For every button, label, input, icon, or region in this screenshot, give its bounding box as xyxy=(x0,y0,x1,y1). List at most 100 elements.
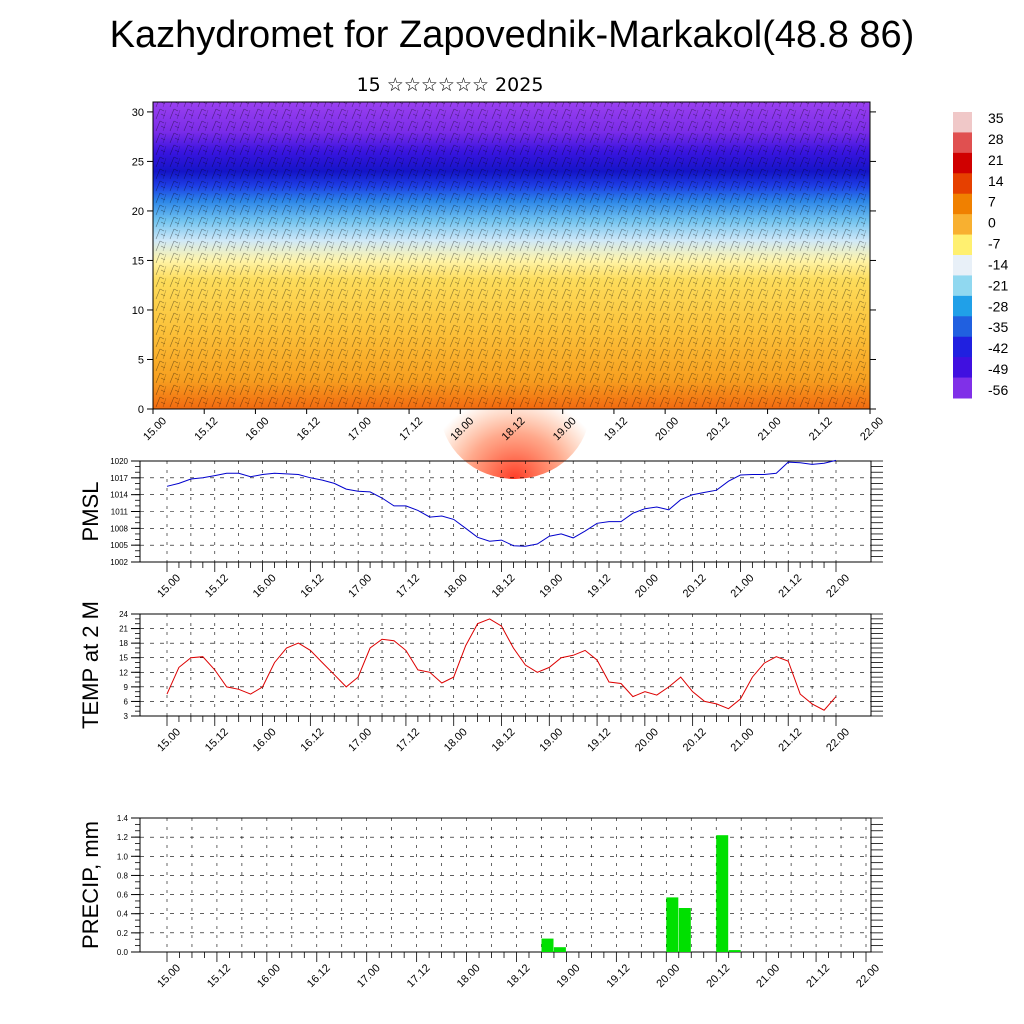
colorbar-swatch xyxy=(953,193,972,215)
colorbar-swatch xyxy=(953,316,972,338)
y-tick-label: 1014 xyxy=(110,491,128,500)
x-tick-label: 21.12 xyxy=(776,572,804,600)
x-tick-label: 17.00 xyxy=(346,572,374,600)
x-tick-label: 15.12 xyxy=(192,415,220,443)
x-tick-label: 16.00 xyxy=(251,726,279,754)
x-tick-label: 17.12 xyxy=(394,572,422,600)
y-axis-label: TEMP at 2 M xyxy=(78,601,103,729)
y-tick-label: 0 xyxy=(138,404,144,416)
x-tick-label: 19.12 xyxy=(602,415,630,443)
x-tick-label: 18.00 xyxy=(442,726,470,754)
x-tick-label: 20.12 xyxy=(681,572,709,600)
y-tick-label: 1.4 xyxy=(117,814,129,823)
x-tick-label: 21.00 xyxy=(729,572,757,600)
x-tick-label: 15.00 xyxy=(155,572,183,600)
y-tick-label: 0.0 xyxy=(117,948,129,957)
wind-barbs xyxy=(153,102,870,409)
chart-subtitle: 15 ☆☆☆☆☆☆ 2025 xyxy=(356,74,544,96)
x-tick-label: 20.00 xyxy=(633,726,661,754)
colorbar-label: 28 xyxy=(988,131,1004,147)
y-tick-label: 1020 xyxy=(110,457,128,466)
x-tick-label: 19.00 xyxy=(537,572,565,600)
temp-panel: 3 6 9 12 15 18 21 24 15.00 15.12 16.00 16.12 17.00 17… xyxy=(78,601,883,754)
colorbar-swatch xyxy=(953,132,972,154)
x-tick-label: 15.00 xyxy=(141,415,169,443)
x-tick-label: 18.00 xyxy=(455,962,483,990)
x-tick-label: 21.12 xyxy=(807,415,835,443)
colorbar-label: -28 xyxy=(988,298,1008,314)
cross-section-panel: 0 5 10 15 20 25 30 15.00 15.12 16.00 16.12 17.00 17.… xyxy=(132,101,886,479)
x-tick-label: 20.12 xyxy=(705,415,733,443)
x-tick-label: 16.12 xyxy=(299,726,327,754)
x-tick-label: 19.12 xyxy=(585,572,613,600)
colorbar-swatch xyxy=(953,275,972,297)
x-tick-label: 17.00 xyxy=(355,962,383,990)
y-tick-label: 24 xyxy=(119,610,128,619)
colorbar-label: -42 xyxy=(988,340,1008,356)
y-tick-label: 1008 xyxy=(110,524,128,533)
y-tick-label: 25 xyxy=(132,156,144,168)
x-tick-label: 15.12 xyxy=(203,726,231,754)
colorbar-label: -49 xyxy=(988,361,1008,377)
x-tick-label: 22.00 xyxy=(858,415,886,443)
y-tick-label: 1.2 xyxy=(117,833,129,842)
y-tick-label: 15 xyxy=(119,654,128,663)
y-axis-label: PRECIP, mm xyxy=(78,821,103,949)
x-tick-label: 21.12 xyxy=(776,726,804,754)
colorbar-label: -56 xyxy=(988,382,1008,398)
x-tick-label: 18.00 xyxy=(442,572,470,600)
y-tick-label: 9 xyxy=(124,683,129,692)
x-tick-label: 17.12 xyxy=(394,726,422,754)
x-tick-label: 18.12 xyxy=(505,962,533,990)
x-tick-label: 22.00 xyxy=(824,726,852,754)
colorbar-label: -14 xyxy=(988,256,1008,272)
precip-bar xyxy=(541,938,554,952)
y-tick-label: 18 xyxy=(119,639,128,648)
x-tick-label: 17.00 xyxy=(346,726,374,754)
x-tick-label: 21.00 xyxy=(756,415,784,443)
x-tick-label: 20.00 xyxy=(633,572,661,600)
precip-bar xyxy=(728,950,741,952)
colorbar-swatch xyxy=(953,336,972,358)
x-tick-label: 17.12 xyxy=(405,962,433,990)
x-tick-label: 20.12 xyxy=(681,726,709,754)
y-tick-label: 1005 xyxy=(110,541,128,550)
x-tick-label: 16.12 xyxy=(299,572,327,600)
x-tick-label: 22.00 xyxy=(824,572,852,600)
y-tick-label: 0.2 xyxy=(117,929,129,938)
x-tick-label: 20.00 xyxy=(653,415,681,443)
y-tick-label: 1011 xyxy=(111,508,129,517)
x-tick-label: 18.12 xyxy=(490,726,518,754)
precip-panel: 0.0 0.2 0.4 0.6 0.8 1.0 1.2 1.4 15.00 15.12 16.00 1… xyxy=(78,814,883,990)
colorbar-label: 14 xyxy=(988,173,1004,189)
y-tick-label: 3 xyxy=(124,712,129,721)
x-tick-label: 19.00 xyxy=(555,962,583,990)
x-tick-label: 16.12 xyxy=(305,962,333,990)
colorbar-label: -7 xyxy=(988,236,1001,252)
precip-bar xyxy=(716,835,729,952)
colorbar-swatch xyxy=(953,173,972,195)
x-tick-label: 22.00 xyxy=(854,962,882,990)
x-tick-label: 17.00 xyxy=(346,415,374,443)
y-tick-label: 5 xyxy=(138,354,144,366)
x-tick-label: 16.12 xyxy=(295,415,323,443)
colorbar-swatch xyxy=(953,234,972,256)
x-tick-label: 21.00 xyxy=(754,962,782,990)
x-tick-label: 18.12 xyxy=(490,572,518,600)
colorbar-swatch xyxy=(953,377,972,399)
plot-frame xyxy=(139,817,872,953)
y-tick-label: 30 xyxy=(132,107,144,119)
y-tick-label: 0.6 xyxy=(117,891,129,900)
colorbar-label: 0 xyxy=(988,215,996,231)
colorbar: 35 28 21 14 7 0 -7 -14 -21 -28 -35 -42 -49 -56 xyxy=(953,110,1008,399)
precip-bar xyxy=(553,947,566,952)
y-tick-label: 10 xyxy=(132,305,144,317)
colorbar-swatch xyxy=(953,357,972,379)
colorbar-label: 35 xyxy=(988,110,1004,126)
y-tick-label: 1.0 xyxy=(117,852,129,861)
x-tick-label: 19.00 xyxy=(537,726,565,754)
y-tick-label: 1017 xyxy=(110,474,128,483)
x-tick-label: 16.00 xyxy=(244,415,272,443)
colorbar-swatch xyxy=(953,112,972,133)
